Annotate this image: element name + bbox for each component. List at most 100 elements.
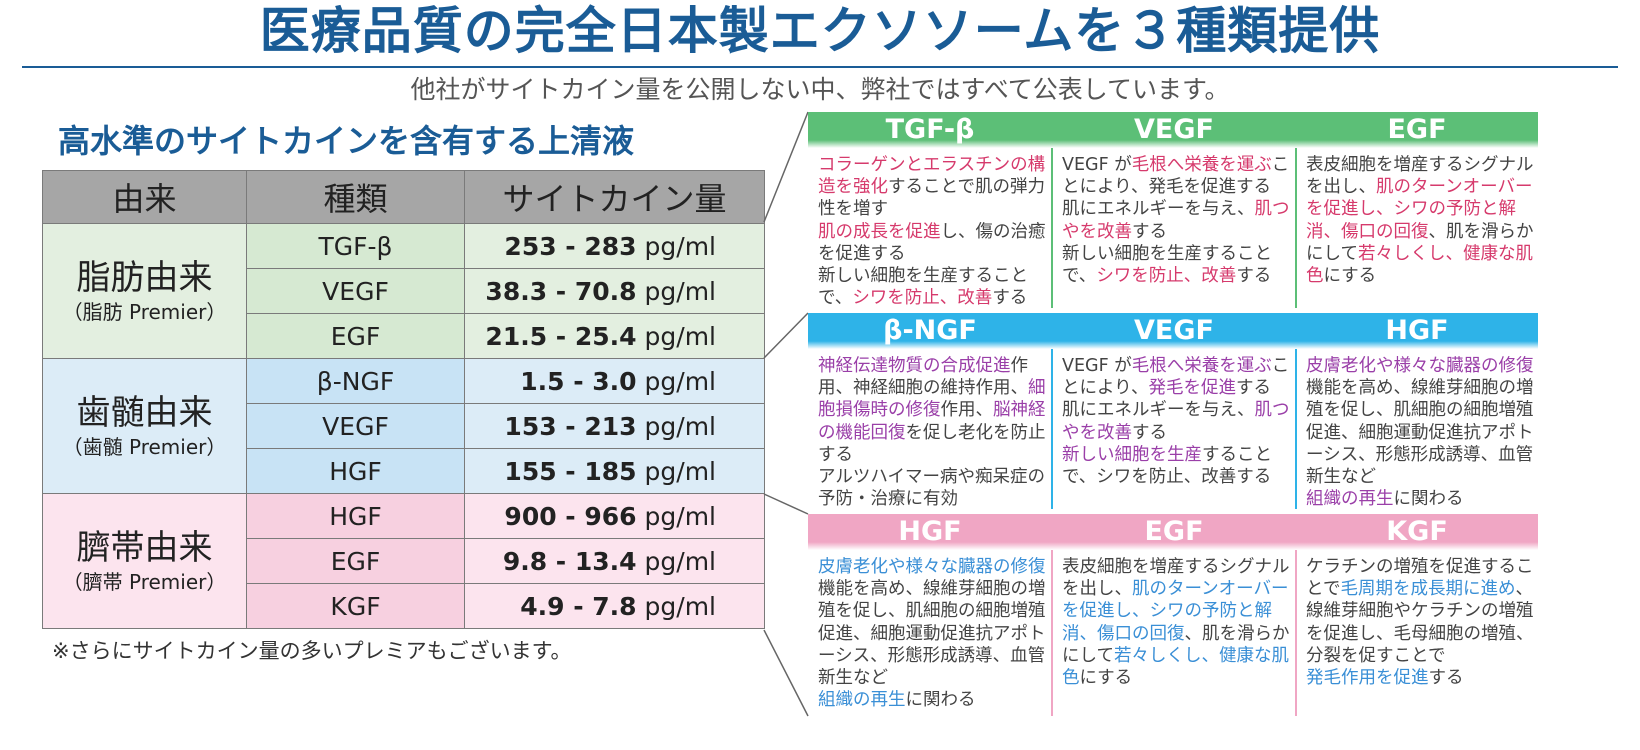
table-body: 脂肪由来 （脂肪 Premier） TGF-β 253 - 283 pg/ml VEGF… — [42, 223, 765, 629]
panel-description: ケラチンの増殖を促進することで毛周期を成長期に進め、線維芽細胞やケラチンの増殖を… — [1296, 550, 1538, 716]
amount-unit: pg/ml — [644, 591, 716, 621]
amount-unit: pg/ml — [644, 231, 716, 261]
amount-value: 9.8 - 13.4 — [502, 546, 637, 576]
panel-divider — [1295, 148, 1297, 308]
amount-value: 155 - 185 — [504, 456, 637, 486]
amount-value: 4.9 - 7.8 — [520, 591, 637, 621]
table-row: EGF 21.5 - 25.4 pg/ml — [43, 313, 765, 359]
cytokine-type: VEGF — [246, 403, 465, 449]
cytokine-table: 由来 種類 サイトカイン量 脂肪由来 （脂肪 Premier） TGF-β 253 -… — [42, 170, 765, 629]
cytokine-amount: 900 - 966 pg/ml — [464, 493, 765, 539]
source-sub: （歯髄 Premier） — [62, 434, 227, 459]
body-text: アルツハイマー病や痴呆症の予防・治療に有効 — [818, 467, 1045, 510]
panel-title: β-NGF — [808, 313, 1052, 349]
body-text: 表皮細胞を増産するシグナルを出し、 — [1062, 557, 1290, 600]
highlight-text: 発毛作用を促進 — [1306, 668, 1429, 689]
amount-unit: pg/ml — [644, 366, 716, 396]
cytokine-amount: 1.5 - 3.0 pg/ml — [464, 358, 765, 404]
highlight-text: 神経伝達物質の合成促進 — [818, 356, 1011, 376]
panel-title: TGF-β — [808, 112, 1052, 148]
source-cell: 歯髄由来 （歯髄 Premier） — [42, 358, 247, 494]
source-name: 歯髄由来 — [76, 393, 213, 434]
table-row: VEGF 38.3 - 70.8 pg/ml — [43, 268, 765, 314]
amount-value: 153 - 213 — [504, 411, 637, 441]
body-text: にする — [1079, 668, 1133, 689]
source-name: 臍帯由来 — [76, 528, 213, 569]
connector-line — [763, 493, 809, 515]
highlight-text: 皮膚老化や様々な臓器の修復 — [818, 557, 1046, 577]
body-text: 機能を高め、線維芽細胞の増殖を促し、肌細胞の細胞増殖促進、細胞運動促進抗アポトー… — [1306, 378, 1534, 488]
body-text: 肌にエネルギーを与え、 — [1062, 400, 1255, 421]
highlight-text: シワを防止、改善 — [852, 288, 993, 309]
highlight-text: シワを防止、改善 — [1096, 266, 1237, 287]
amount-value: 38.3 - 70.8 — [485, 276, 637, 306]
panel-description: VEGF が毛根へ栄養を運ぶことにより、発毛を促進する 肌にエネルギーを与え、肌つ… — [1052, 349, 1296, 509]
body-text: する — [1132, 422, 1167, 443]
amount-unit: pg/ml — [644, 456, 716, 486]
highlight-text: 若々しくし、健康な肌色 — [1306, 243, 1533, 287]
body-text: を促し老化を防止する — [818, 422, 1046, 465]
table-row: EGF 9.8 - 13.4 pg/ml — [43, 538, 765, 584]
body-text: し、傷の治癒を促進する — [818, 221, 1046, 264]
highlight-text: コラーゲンとエラスチンの構造を強化 — [818, 155, 1046, 198]
body-text: することで、シワを防止、改善する — [1062, 444, 1272, 488]
cytokine-type: KGF — [246, 583, 465, 629]
body-text: に関わる — [1393, 489, 1464, 510]
source-sub: （脂肪 Premier） — [62, 299, 227, 324]
body-text: にする — [1323, 266, 1377, 287]
cytokine-type: TGF-β — [246, 223, 465, 269]
panel-description: コラーゲンとエラスチンの構造を強化することで肌の弾力性を増す 肌の成長を促進し、傷… — [808, 148, 1052, 308]
page-subtitle: 他社がサイトカイン量を公開しない中、弊社ではすべて公表しています。 — [410, 75, 1230, 104]
body-text: 、肌を滑らかにして — [1062, 623, 1290, 666]
body-text: に関わる — [905, 690, 976, 711]
body-text: ケラチンの増殖を促進することで — [1306, 557, 1534, 600]
cytokine-type: EGF — [246, 313, 465, 359]
highlight-text: 肌のターンオーバーを促進し、シワの予防と解消、傷口の回復 — [1306, 177, 1533, 242]
panel-title: KGF — [1296, 514, 1538, 550]
highlight-text: 毛根へ栄養を運ぶ — [1131, 155, 1272, 175]
panel-description: 表皮細胞を増産するシグナルを出し、肌のターンオーバーを促進し、シワの予防と解消、… — [1052, 550, 1296, 716]
source-cell: 臍帯由来 （臍帯 Premier） — [42, 493, 247, 629]
header-source: 由来 — [42, 170, 247, 224]
panel-title: EGF — [1052, 514, 1296, 550]
panel-description: 表皮細胞を増産するシグナルを出し、肌のターンオーバーを促進し、シワの予防と解消、… — [1296, 148, 1538, 308]
header-type: 種類 — [246, 170, 465, 224]
highlight-text: 皮膚老化や様々な臓器の修復 — [1306, 356, 1534, 376]
highlight-text: 細胞損傷時の修復 — [818, 378, 1046, 421]
table-row: 歯髄由来 （歯髄 Premier） β-NGF 1.5 - 3.0 pg/ml — [42, 358, 765, 494]
panel-description: 神経伝達物質の合成促進作用、神経細胞の維持作用、細胞損傷時の修復作用、脳神経の機… — [808, 349, 1052, 509]
amount-value: 1.5 - 3.0 — [520, 366, 637, 396]
body-text: ことにより、発毛を促進する — [1062, 155, 1290, 198]
body-text: 肌にエネルギーを与え、 — [1062, 199, 1255, 220]
panel-title: HGF — [808, 514, 1052, 550]
highlight-text: 新しい細胞を生産 — [1062, 444, 1202, 465]
cytokine-type: HGF — [246, 448, 465, 494]
panel-title: HGF — [1296, 313, 1538, 349]
panel-divider — [1295, 550, 1297, 716]
connector-line — [763, 111, 809, 223]
amount-value: 900 - 966 — [504, 501, 637, 531]
amount-value: 253 - 283 — [504, 231, 637, 261]
source-cell: 脂肪由来 （脂肪 Premier） — [42, 223, 247, 359]
highlight-text: 肌つやを改善 — [1062, 199, 1290, 242]
body-text: する — [1236, 266, 1272, 287]
amount-unit: pg/ml — [644, 501, 716, 531]
footnote: ※さらにサイトカイン量の多いプレミアもございます。 — [52, 639, 572, 663]
panel-divider — [1051, 148, 1053, 308]
cytokine-type: β-NGF — [246, 358, 465, 404]
table-row: 臍帯由来 （臍帯 Premier） HGF 900 - 966 pg/ml — [42, 493, 765, 629]
table-row: KGF 4.9 - 7.8 pg/ml — [43, 583, 765, 629]
highlight-text: 毛根へ栄養を運ぶ — [1131, 356, 1272, 376]
table-row: HGF 155 - 185 pg/ml — [43, 448, 765, 494]
cytokine-type: VEGF — [246, 268, 465, 314]
page-title: 医療品質の完全日本製エクソソームを３種類提供 — [259, 2, 1381, 60]
highlight-text: 毛周期を成長期に進め — [1340, 579, 1516, 600]
body-text: 機能を高め、線維芽細胞の増殖を促し、肌細胞の細胞増殖促進、細胞運動促進抗アポトー… — [818, 579, 1046, 689]
body-text: する — [1235, 378, 1271, 399]
highlight-text: 肌の成長を促進 — [818, 221, 941, 242]
cytokine-amount: 253 - 283 pg/ml — [464, 223, 765, 269]
source-name: 脂肪由来 — [76, 258, 213, 299]
body-text: する — [1428, 668, 1464, 689]
body-text: することで肌の弾力性を増す — [818, 177, 1045, 220]
body-text: VEGF が — [1062, 356, 1132, 376]
